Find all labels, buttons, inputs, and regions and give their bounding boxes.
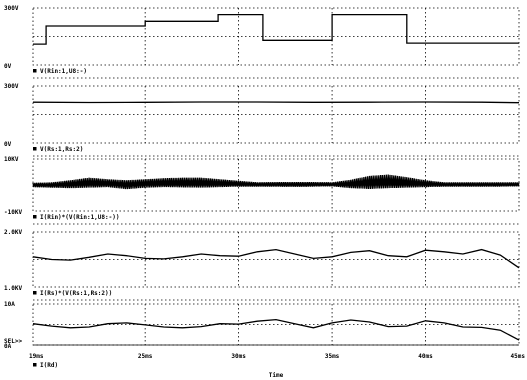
legend-marker-p2 bbox=[33, 147, 37, 151]
x-tick-label-3: 35ms bbox=[325, 353, 340, 360]
trace-p4 bbox=[32, 248, 520, 269]
trace-label-p5: I(Rd) bbox=[40, 362, 58, 369]
panel-frame-p4 bbox=[32, 231, 520, 288]
x-tick-label-4: 40ms bbox=[418, 353, 433, 360]
sel-marker: SEL>> bbox=[4, 338, 22, 345]
x-tick-label-1: 25ms bbox=[138, 353, 153, 360]
trace-p2 bbox=[32, 101, 520, 104]
y-tick-bottom-p5: 0A bbox=[4, 343, 12, 350]
trace-label-p4: I(Rs)*(V(Rs:1,Rs:2)) bbox=[40, 290, 112, 297]
trace-p3 bbox=[32, 174, 520, 190]
y-tick-bottom-p4: 1.0KV bbox=[4, 285, 22, 292]
legend-marker-p4 bbox=[33, 291, 37, 295]
legend-marker-p3 bbox=[33, 215, 37, 219]
y-tick-bottom-p2: 0V bbox=[4, 141, 12, 148]
trace-label-p3: I(Rin)*(V(Rin:1,U8:-)) bbox=[40, 214, 119, 221]
x-axis-title: Time bbox=[269, 372, 284, 379]
y-tick-bottom-p3: -10KV bbox=[4, 209, 22, 216]
trace-layer bbox=[32, 13, 520, 341]
x-tick-label-0: 19ms bbox=[29, 353, 44, 360]
y-tick-top-p1: 300V bbox=[4, 5, 19, 12]
trace-p1 bbox=[33, 13, 519, 45]
y-tick-top-p2: 300V bbox=[4, 83, 19, 90]
legend-marker-p1 bbox=[33, 69, 37, 73]
y-tick-bottom-p1: 0V bbox=[4, 63, 12, 70]
y-tick-top-p4: 2.0KV bbox=[4, 229, 22, 236]
legend-marker-p5 bbox=[33, 363, 37, 367]
text-layer: 300V 0V V(Rin:1,U8:-) 300V 0V V(Rs:1,Rs:2) 10K… bbox=[4, 5, 525, 379]
x-tick-label-5: 45ms bbox=[511, 353, 526, 360]
x-tick-label-2: 30ms bbox=[231, 353, 246, 360]
trace-label-p2: V(Rs:1,Rs:2) bbox=[40, 146, 83, 153]
y-tick-top-p3: 10KV bbox=[4, 156, 19, 163]
trace-p5 bbox=[32, 318, 520, 341]
trace-label-p1: V(Rin:1,U8:-) bbox=[40, 68, 87, 75]
y-tick-top-p5: 10A bbox=[4, 301, 15, 308]
